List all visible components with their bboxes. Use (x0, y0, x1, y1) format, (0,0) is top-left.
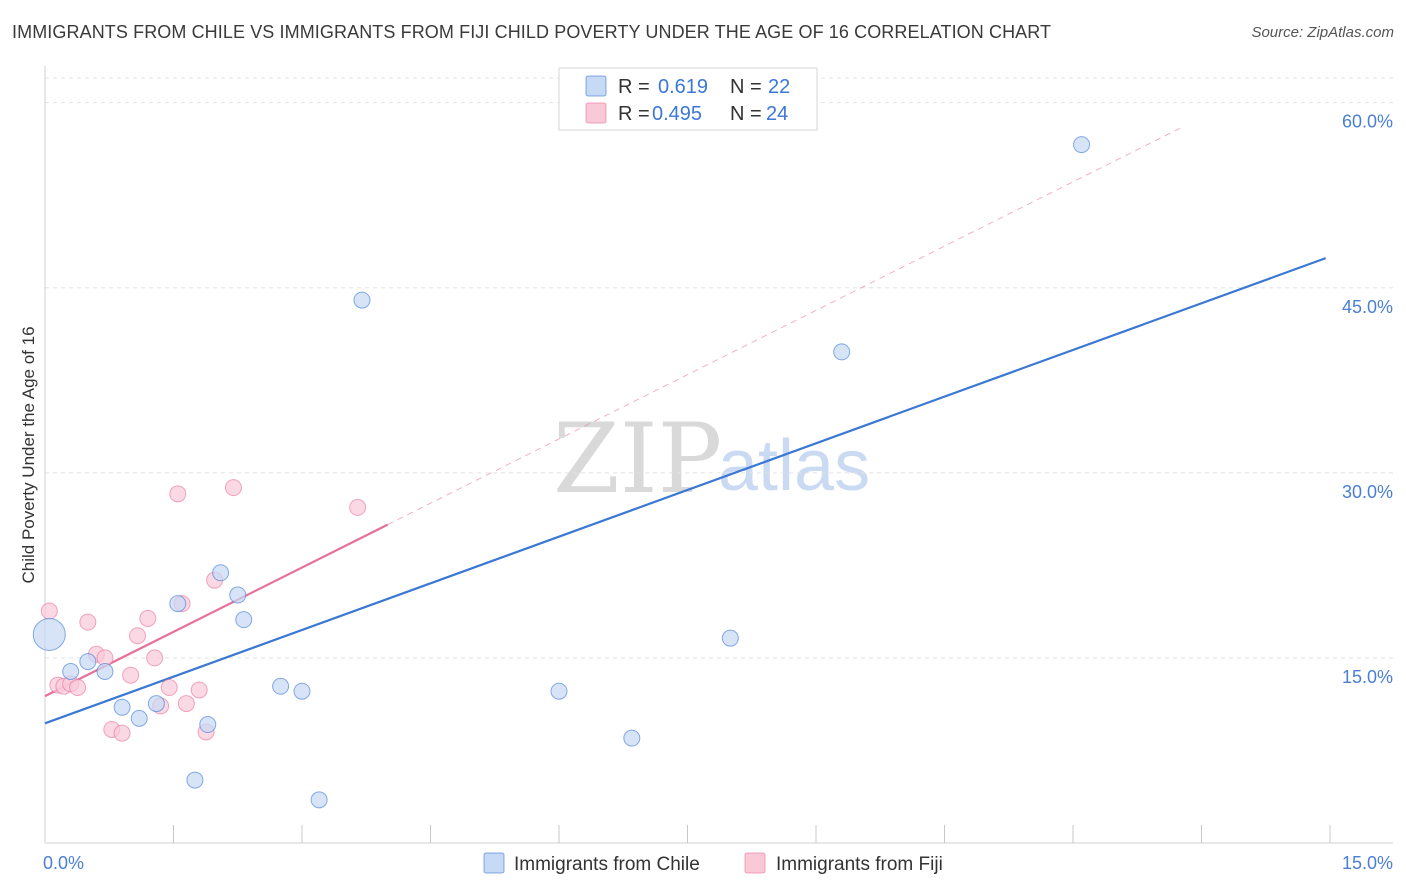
trend-line-fiji-extended (387, 125, 1185, 526)
legend-swatch-chile (585, 75, 607, 97)
watermark-zip: ZIP (553, 403, 722, 515)
trend-line-chile (44, 257, 1327, 725)
legend-n-label-chile: N = (730, 76, 762, 98)
point-chile-10 (212, 564, 230, 582)
legend-r-value-chile: 0.619 (658, 76, 708, 98)
series-legend-swatch-chile (483, 852, 505, 874)
point-chile-1 (62, 662, 80, 680)
grid-lines (45, 77, 1393, 659)
axes (44, 66, 1393, 844)
point-fiji-15 (160, 679, 178, 697)
point-chile-7 (169, 595, 187, 613)
point-chile-15 (310, 791, 328, 809)
legend-r-label-chile: R = (618, 76, 650, 98)
y-tick-labels: 15.0% 30.0% 45.0% 60.0% (1342, 112, 1393, 687)
point-chile-13 (272, 677, 290, 695)
chart-source: Source: ZipAtlas.com (1251, 24, 1394, 41)
point-fiji-9 (113, 724, 131, 742)
x-tick-labels: 0.0% 15.0% (43, 853, 1393, 873)
x-tick-label-1: 15.0% (1342, 853, 1393, 873)
legend-n-value-chile: 22 (768, 76, 790, 98)
series-legend-swatch-fiji (744, 852, 766, 874)
y-tick-label-1: 30.0% (1342, 482, 1393, 502)
y-tick-label-3: 60.0% (1342, 112, 1393, 132)
point-chile-5 (130, 709, 148, 727)
legend-n-value-fiji: 24 (766, 103, 788, 125)
point-fiji-16 (169, 485, 187, 503)
point-chile-4 (113, 698, 131, 716)
point-chile-20 (833, 343, 851, 361)
point-chile-19 (721, 629, 739, 647)
point-fiji-18 (177, 695, 195, 713)
y-tick-label-2: 45.0% (1342, 297, 1393, 317)
y-tick-label-0: 15.0% (1342, 667, 1393, 687)
point-chile-21 (1073, 136, 1091, 154)
trend-line-fiji (44, 523, 389, 698)
point-chile-3 (96, 662, 114, 680)
point-chile-6 (147, 695, 165, 713)
legend-swatch-fiji (585, 102, 607, 124)
point-fiji-22 (224, 479, 242, 497)
point-fiji-19 (190, 681, 208, 699)
watermark-atlas: atlas (718, 426, 870, 506)
point-fiji-13 (146, 649, 164, 667)
point-chile-9 (199, 716, 217, 734)
point-chile-14 (293, 682, 311, 700)
point-fiji-12 (139, 609, 157, 627)
chart-title: IMMIGRANTS FROM CHILE VS IMMIGRANTS FROM… (12, 22, 1052, 42)
series-legend: Immigrants from Chile Immigrants from Fi… (483, 852, 943, 875)
point-chile-18 (623, 729, 641, 747)
correlation-legend: R = 0.619 N = 22 R = 0.495 N = 24 (558, 67, 818, 131)
point-chile-16 (353, 291, 371, 309)
point-fiji-11 (129, 627, 147, 645)
data-points (32, 136, 1091, 809)
point-chile-8 (186, 771, 204, 789)
series-legend-label-chile: Immigrants from Chile (514, 854, 700, 875)
point-fiji-10 (122, 666, 140, 684)
y-axis-label: Child Poverty Under the Age of 16 (19, 326, 38, 583)
point-fiji-23 (349, 498, 367, 516)
x-tick-label-0: 0.0% (43, 853, 84, 873)
point-fiji-5 (79, 613, 97, 631)
series-legend-label-fiji: Immigrants from Fiji (776, 854, 943, 875)
legend-r-value-fiji: 0.495 (652, 103, 702, 125)
legend-n-label-fiji: N = (730, 103, 762, 125)
point-chile-2 (79, 653, 97, 671)
point-chile-11 (229, 586, 247, 604)
point-chile-17 (550, 682, 568, 700)
legend-r-label-fiji: R = (618, 103, 650, 125)
point-chile-0 (32, 617, 66, 651)
point-fiji-0 (40, 602, 58, 620)
point-fiji-4 (69, 679, 87, 697)
point-chile-12 (235, 611, 253, 629)
